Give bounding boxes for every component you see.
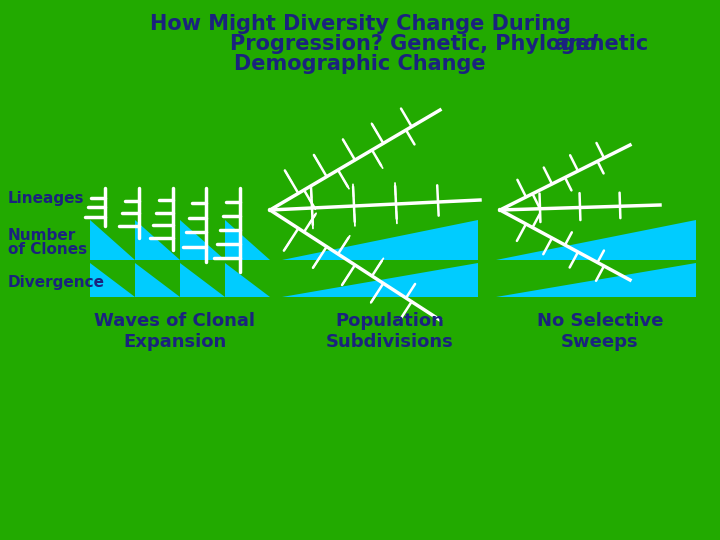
Text: Number: Number [8,227,76,242]
Text: Lineages: Lineages [8,191,84,206]
Text: Population
Subdivisions: Population Subdivisions [326,312,454,351]
Text: of Clones: of Clones [8,241,87,256]
Text: and: and [555,34,599,54]
Polygon shape [90,220,135,260]
Polygon shape [90,263,135,297]
Text: No Selective
Sweeps: No Selective Sweeps [536,312,663,351]
Polygon shape [225,263,270,297]
Polygon shape [496,220,696,260]
Text: Progression? Genetic, Phylogenetic: Progression? Genetic, Phylogenetic [230,34,655,54]
Text: How Might Diversity Change During: How Might Diversity Change During [150,14,570,34]
Polygon shape [180,263,225,297]
Polygon shape [135,263,180,297]
Polygon shape [135,220,180,260]
Text: Demographic Change: Demographic Change [234,54,486,74]
Text: Divergence: Divergence [8,274,105,289]
Polygon shape [282,220,478,260]
Text: Waves of Clonal
Expansion: Waves of Clonal Expansion [94,312,256,351]
Polygon shape [225,220,270,260]
Polygon shape [496,263,696,297]
Polygon shape [282,263,478,297]
Polygon shape [180,220,225,260]
